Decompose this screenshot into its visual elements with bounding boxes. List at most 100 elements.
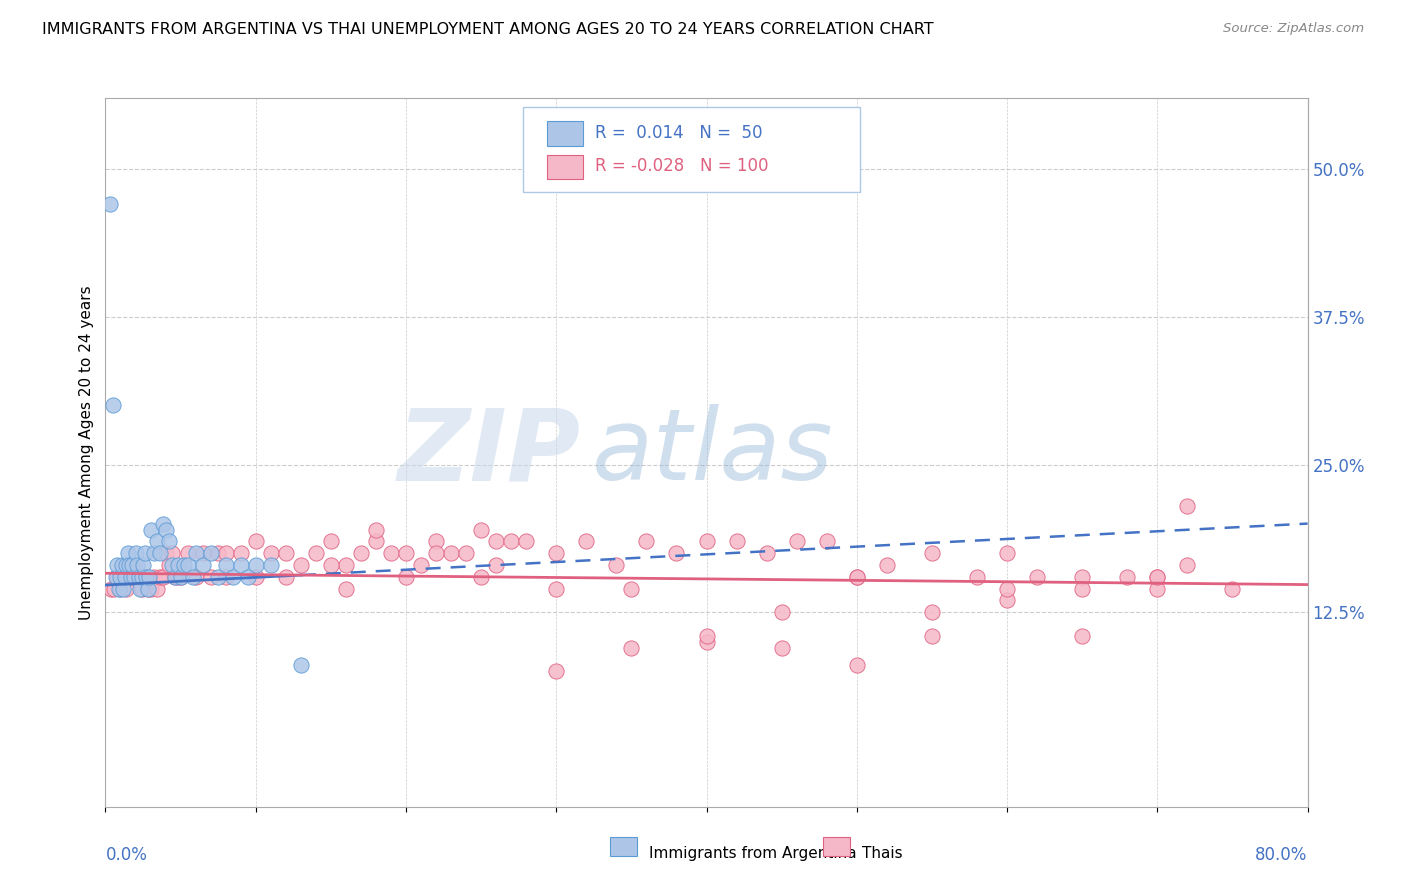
Point <box>470 570 492 584</box>
Point <box>755 546 778 560</box>
Point <box>501 534 523 549</box>
Point <box>1146 570 1168 584</box>
Point <box>845 570 868 584</box>
Point <box>200 546 222 560</box>
Text: Source: ZipAtlas.com: Source: ZipAtlas.com <box>1223 22 1364 36</box>
Point <box>319 558 342 572</box>
Point <box>118 570 141 584</box>
FancyBboxPatch shape <box>547 121 582 145</box>
Point <box>118 558 141 572</box>
Point <box>125 558 148 572</box>
Point <box>425 534 447 549</box>
FancyBboxPatch shape <box>523 107 860 193</box>
Point <box>319 534 342 549</box>
Point <box>470 523 492 537</box>
Point <box>114 570 136 584</box>
Point <box>184 570 207 584</box>
Point <box>229 558 252 572</box>
Point <box>145 534 167 549</box>
Point <box>620 640 643 655</box>
Point <box>145 582 167 596</box>
Point <box>546 546 568 560</box>
Point <box>110 582 132 596</box>
Point <box>214 570 236 584</box>
Point <box>200 570 222 584</box>
Y-axis label: Unemployment Among Ages 20 to 24 years: Unemployment Among Ages 20 to 24 years <box>79 285 94 620</box>
Point <box>131 582 153 596</box>
Point <box>454 546 477 560</box>
Point <box>138 570 160 584</box>
Point <box>229 546 252 560</box>
Text: 80.0%: 80.0% <box>1256 847 1308 864</box>
Point <box>1116 570 1139 584</box>
Point <box>132 558 155 572</box>
Point <box>274 570 297 584</box>
Point <box>770 605 793 619</box>
Point <box>163 570 186 584</box>
Point <box>169 570 191 584</box>
Point <box>515 534 537 549</box>
Point <box>696 629 718 643</box>
Point <box>115 582 138 596</box>
Point <box>108 582 131 596</box>
Point <box>121 558 143 572</box>
Point <box>546 582 568 596</box>
Point <box>142 546 165 560</box>
Point <box>380 546 402 560</box>
Point <box>207 546 229 560</box>
Point <box>155 523 177 537</box>
Point <box>128 570 150 584</box>
Text: Immigrants from Argentina: Immigrants from Argentina <box>648 847 856 862</box>
Point <box>155 546 177 560</box>
Point <box>214 558 236 572</box>
Point <box>636 534 658 549</box>
Point <box>1071 629 1094 643</box>
Point <box>921 605 943 619</box>
Point <box>1146 570 1168 584</box>
Point <box>112 570 135 584</box>
Point <box>1175 499 1198 513</box>
Point <box>98 197 121 211</box>
Text: IMMIGRANTS FROM ARGENTINA VS THAI UNEMPLOYMENT AMONG AGES 20 TO 24 YEARS CORRELA: IMMIGRANTS FROM ARGENTINA VS THAI UNEMPL… <box>42 22 934 37</box>
Point <box>177 558 200 572</box>
Point <box>122 570 145 584</box>
Point <box>121 570 143 584</box>
Point <box>131 570 153 584</box>
Point <box>1071 570 1094 584</box>
Point <box>364 534 387 549</box>
Point <box>166 558 188 572</box>
Text: atlas: atlas <box>592 404 834 501</box>
Point <box>440 546 463 560</box>
Point <box>485 558 508 572</box>
Point <box>409 558 432 572</box>
Point <box>921 546 943 560</box>
Text: R =  0.014   N =  50: R = 0.014 N = 50 <box>595 124 762 142</box>
Point <box>725 534 748 549</box>
Point <box>136 582 159 596</box>
Point <box>245 534 267 549</box>
Point <box>305 546 328 560</box>
Point <box>152 570 174 584</box>
Point <box>181 570 204 584</box>
Point <box>1071 582 1094 596</box>
Text: Thais: Thais <box>862 847 903 862</box>
Point <box>177 546 200 560</box>
Point <box>260 546 283 560</box>
Point <box>1175 558 1198 572</box>
Point <box>1026 570 1049 584</box>
Point <box>169 570 191 584</box>
Point <box>107 558 129 572</box>
Point <box>260 558 283 572</box>
Point <box>103 582 125 596</box>
Point <box>245 570 267 584</box>
Point <box>160 558 183 572</box>
Point <box>191 546 214 560</box>
Point <box>148 546 170 560</box>
Point <box>173 558 195 572</box>
Point <box>238 570 260 584</box>
Point <box>290 658 312 673</box>
Point <box>139 523 162 537</box>
Point <box>350 546 373 560</box>
Point <box>134 546 156 560</box>
FancyBboxPatch shape <box>547 154 582 179</box>
